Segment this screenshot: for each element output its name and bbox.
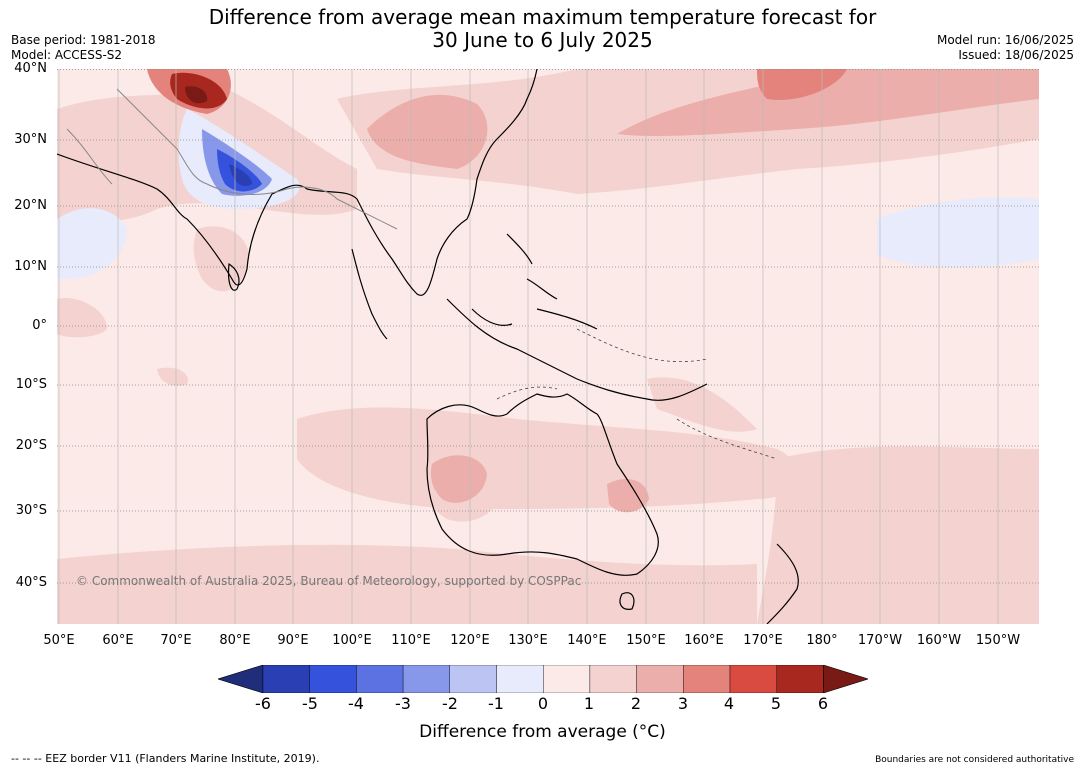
colorbar-label: Difference from average (°C) [419,722,666,742]
colorbar-tick-5: 5 [770,694,782,713]
colorbar-tick-2: 2 [630,694,642,713]
colorbar-tick-6: 6 [817,694,829,713]
colorbar-tick-3: 3 [677,694,689,713]
lon-label-140e: 140°E [567,633,607,648]
lon-label-170w: 170°W [857,633,903,648]
lon-label-160w: 160°W [916,633,962,648]
map-title-line2: 30 June to 6 July 2025 [432,28,653,52]
graticule [57,69,1039,624]
lat-label-40s: 40°S [15,575,47,590]
borders [66,88,398,230]
base-period-text: Base period: 1981-2018 [11,33,156,47]
lon-label-150w: 150°W [975,633,1021,648]
colorbar-segment [309,665,357,693]
colorbar-tick-4: 4 [723,694,735,713]
colorbar-tick-minus6: -6 [255,694,271,713]
colorbar-segment [402,665,451,693]
lon-label-80e: 80°E [219,633,251,648]
colorbar-tick-0: 0 [537,694,549,713]
lat-label-20s: 20°S [15,438,47,453]
colorbar-segment [543,665,591,693]
lat-label-10s: 10°S [15,377,47,392]
lon-label-50e: 50°E [43,633,75,648]
lon-label-170e: 170°E [743,633,783,648]
colorbar-segment [589,665,637,693]
lon-label-160e: 160°E [684,633,724,648]
lat-label-40n: 40°N [14,61,47,76]
forecast-map: © Commonwealth of Australia 2025, Bureau… [57,69,1039,624]
lat-label-10n: 10°N [14,259,47,274]
colorbar-tick-minus4: -4 [348,694,364,713]
boundaries-disclaimer: Boundaries are not considered authoritat… [875,755,1074,765]
colorbar-segment [496,665,544,693]
colorbar [218,665,868,693]
lon-label-60e: 60°E [102,633,134,648]
colorbar-segment [729,665,777,693]
colorbar-segment [683,665,731,693]
lat-label-20n: 20°N [14,198,47,213]
colorbar-tick-minus3: -3 [395,694,411,713]
colorbar-tick-minus1: -1 [488,694,504,713]
colorbar-segment [776,665,824,693]
colorbar-segment [262,665,310,693]
lon-label-100e: 100°E [332,633,372,648]
coastlines [57,69,799,624]
lon-label-150e: 150°E [626,633,666,648]
colorbar-segment [636,665,684,693]
lat-label-30s: 30°S [15,503,47,518]
lon-label-110e: 110°E [391,633,431,648]
lon-label-120e: 120°E [450,633,490,648]
map-title-line1: Difference from average mean maximum tem… [208,5,877,29]
lat-label-30n: 30°N [14,132,47,147]
colorbar-segment [449,665,497,693]
colorbar-extend-low [218,665,264,693]
lon-label-180: 180° [806,633,838,648]
lat-label-0: 0° [32,318,47,333]
map-canvas [57,69,1039,624]
colorbar-segment [356,665,404,693]
colorbar-tick-1: 1 [583,694,595,713]
lon-label-70e: 70°E [160,633,192,648]
lon-label-130e: 130°E [508,633,548,648]
eez-borders [496,328,778,460]
model-text: Model: ACCESS-S2 [11,48,123,62]
colorbar-tick-minus5: -5 [302,694,318,713]
colorbar-extend-high [823,665,868,693]
anomaly-fill [57,69,1039,624]
model-run-text: Model run: 16/06/2025 [936,33,1074,47]
issued-text: Issued: 18/06/2025 [958,48,1074,62]
lon-label-90e: 90°E [277,633,309,648]
colorbar-tick-minus2: -2 [442,694,458,713]
eez-source-note: -- -- -- EEZ border V11 (Flanders Marine… [11,752,320,765]
copyright-notice: © Commonwealth of Australia 2025, Bureau… [76,574,582,588]
